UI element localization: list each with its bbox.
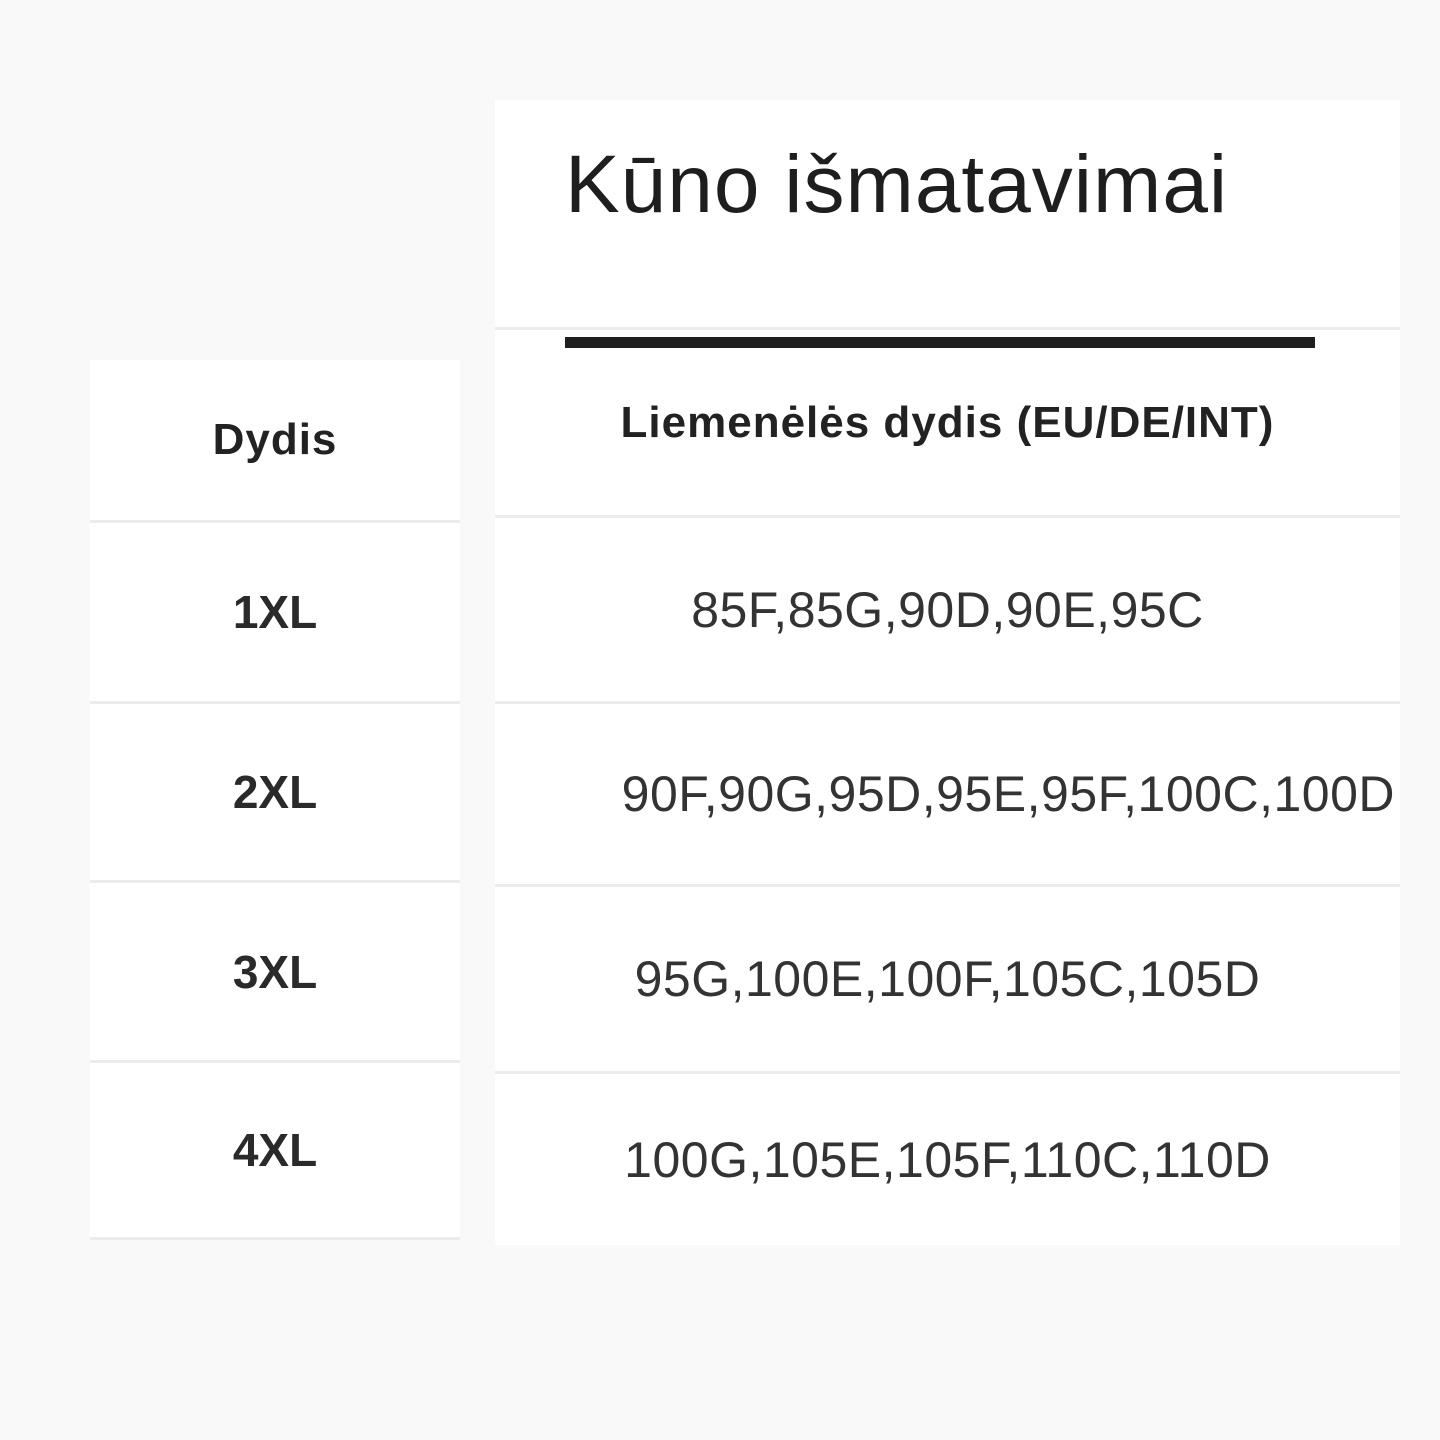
header-size: Dydis [90,360,460,523]
header-bra-size: Liemenėlės dydis (EU/DE/INT) [495,330,1400,518]
size-cell: 1XL [90,523,460,704]
title-underline [565,337,1315,348]
size-column: Dydis 1XL 2XL 3XL 4XL [90,360,460,1240]
bra-size-cell: 85F,85G,90D,90E,95C [495,518,1400,704]
bra-size-cell: 100G,105E,105F,110C,110D [624,1131,1271,1188]
bra-size-cell: 95G,100E,100F,105C,105D [495,887,1400,1074]
page-title: Kūno išmatavimai [565,139,1229,230]
size-cell: 3XL [90,883,460,1063]
title-area: Kūno išmatavimai [495,100,1400,330]
bra-size-column: Kūno išmatavimai Liemenėlės dydis (EU/DE… [495,100,1400,1245]
size-cell: 4XL [90,1063,460,1240]
bra-size-cell: 90F,90G,95D,95E,95F,100C,100D [495,704,1400,887]
size-cell: 2XL [90,704,460,883]
